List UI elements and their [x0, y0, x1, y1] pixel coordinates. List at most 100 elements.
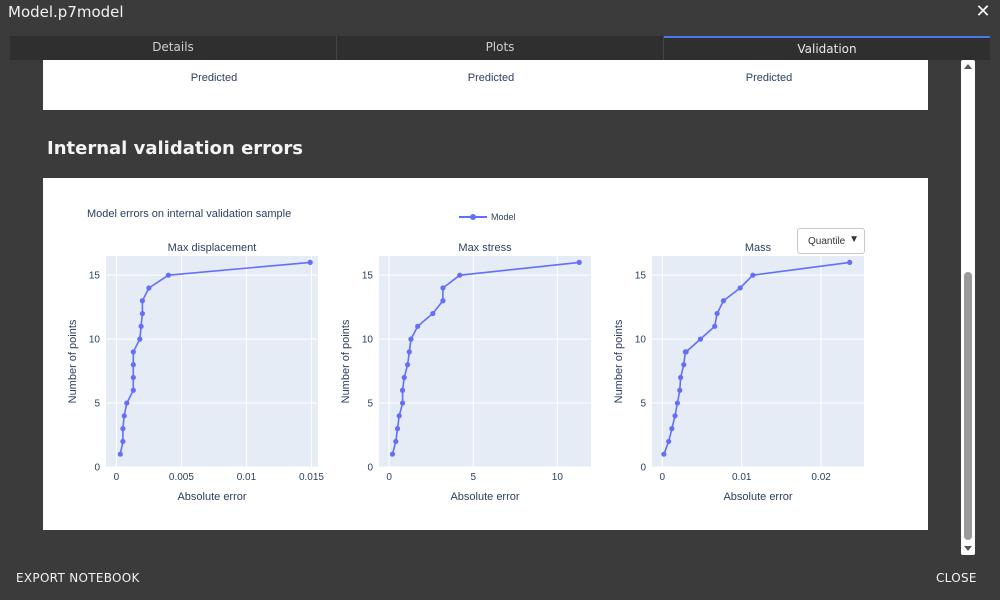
export-notebook-button[interactable]: EXPORT NOTEBOOK — [16, 571, 140, 585]
data-point — [396, 413, 402, 419]
data-point — [457, 272, 463, 278]
data-point — [130, 349, 136, 355]
scroll-up-icon[interactable] — [964, 64, 972, 69]
data-point — [121, 413, 127, 419]
scroll-down-icon[interactable] — [964, 546, 972, 551]
y-tick-label: 15 — [89, 271, 101, 282]
subplot-title-1: Max displacement — [168, 242, 257, 254]
data-point — [401, 374, 407, 381]
validation-plot-card: Model errors on internal validation samp… — [43, 178, 928, 530]
data-point — [720, 298, 727, 304]
data-point — [712, 323, 718, 329]
data-point — [440, 298, 446, 304]
data-point — [139, 298, 146, 304]
x-tick-label: 0.02 — [811, 472, 831, 483]
data-point — [130, 387, 136, 393]
data-point — [307, 259, 313, 265]
data-point — [683, 349, 689, 355]
xaxis-label-predicted-1: Predicted — [190, 72, 238, 84]
x-tick-label: 0 — [114, 472, 120, 483]
data-point — [415, 323, 421, 329]
section-heading: Internal validation errors — [47, 138, 303, 159]
quantile-dropdown[interactable]: Quantile ▼ — [797, 228, 865, 254]
data-point — [661, 451, 667, 457]
y-axis-title: Number of points — [67, 319, 79, 403]
validation-errors-plot: Model errors on internal validation samp… — [67, 208, 864, 503]
vertical-scrollbar[interactable] — [961, 60, 975, 555]
y-tick-label: 10 — [89, 335, 101, 346]
x-tick-label: 0.005 — [169, 472, 194, 483]
data-point — [165, 272, 172, 278]
data-point — [847, 259, 853, 265]
scrollbar-thumb[interactable] — [964, 272, 972, 540]
data-point — [137, 336, 143, 342]
x-axis-title: Absolute error — [177, 491, 246, 503]
plot-area-1 — [106, 256, 318, 467]
y-tick-label: 15 — [362, 271, 374, 282]
data-point — [405, 362, 411, 368]
y-tick-label: 10 — [362, 335, 374, 346]
data-point — [677, 374, 684, 381]
data-point — [130, 374, 136, 381]
data-point — [139, 310, 146, 317]
data-point — [124, 400, 130, 406]
data-point — [669, 426, 675, 432]
x-tick-label: 0.01 — [732, 472, 752, 483]
data-point — [406, 349, 412, 355]
data-point — [440, 285, 446, 291]
data-point — [674, 400, 681, 406]
data-point — [130, 362, 136, 368]
previous-plots-card: Predicted Predicted Predicted — [43, 60, 928, 110]
y-tick-label: 5 — [367, 399, 373, 410]
y-tick-label: 10 — [635, 335, 647, 346]
series-line-model — [391, 261, 580, 455]
data-point — [714, 310, 720, 317]
data-point — [146, 285, 152, 291]
data-point — [672, 413, 678, 419]
window-title: Model.p7model — [8, 3, 124, 21]
y-axis-title: Number of points — [340, 319, 352, 403]
x-tick-label: 0.01 — [237, 472, 257, 483]
data-point — [576, 259, 582, 265]
data-point — [750, 272, 756, 278]
y-tick-label: 5 — [94, 399, 100, 410]
content-area: Predicted Predicted Predicted Internal v… — [10, 60, 978, 555]
x-tick-label: 0.015 — [299, 472, 324, 483]
xaxis-label-predicted-2: Predicted — [467, 72, 515, 84]
tab-validation[interactable]: Validation — [664, 36, 990, 60]
data-point — [138, 323, 144, 329]
data-point — [117, 451, 123, 457]
x-tick-label: 0 — [386, 472, 392, 483]
plot-area-3 — [652, 256, 864, 467]
tab-bar: Details Plots Validation — [10, 36, 990, 60]
data-point — [681, 362, 687, 368]
data-point — [677, 387, 683, 393]
x-tick-label: 0 — [660, 472, 666, 483]
tab-plots[interactable]: Plots — [337, 36, 664, 60]
tab-details[interactable]: Details — [10, 36, 337, 60]
title-bar: Model.p7model ✕ — [0, 0, 1000, 27]
data-point — [394, 426, 401, 432]
series-line-model — [119, 261, 311, 455]
data-point — [120, 426, 126, 432]
subplot-title-3: Mass — [745, 242, 772, 254]
data-point — [430, 310, 436, 317]
data-point — [399, 400, 406, 406]
data-point — [120, 438, 126, 445]
close-button[interactable]: CLOSE — [936, 571, 977, 585]
data-point — [389, 451, 396, 457]
quantile-dropdown-label: Quantile — [808, 236, 846, 247]
figure-title: Model errors on internal validation samp… — [87, 208, 291, 220]
y-tick-label: 0 — [640, 463, 646, 474]
y-axis-title: Number of points — [613, 319, 625, 403]
close-icon[interactable]: ✕ — [975, 1, 991, 22]
data-point — [393, 438, 399, 445]
y-tick-label: 0 — [367, 463, 373, 474]
legend-marker — [470, 214, 476, 220]
legend-label: Model — [491, 212, 516, 222]
y-tick-label: 0 — [94, 463, 100, 474]
xaxis-label-predicted-3: Predicted — [745, 72, 793, 84]
x-tick-label: 5 — [470, 472, 476, 483]
data-point — [697, 336, 704, 342]
data-point — [666, 438, 672, 445]
